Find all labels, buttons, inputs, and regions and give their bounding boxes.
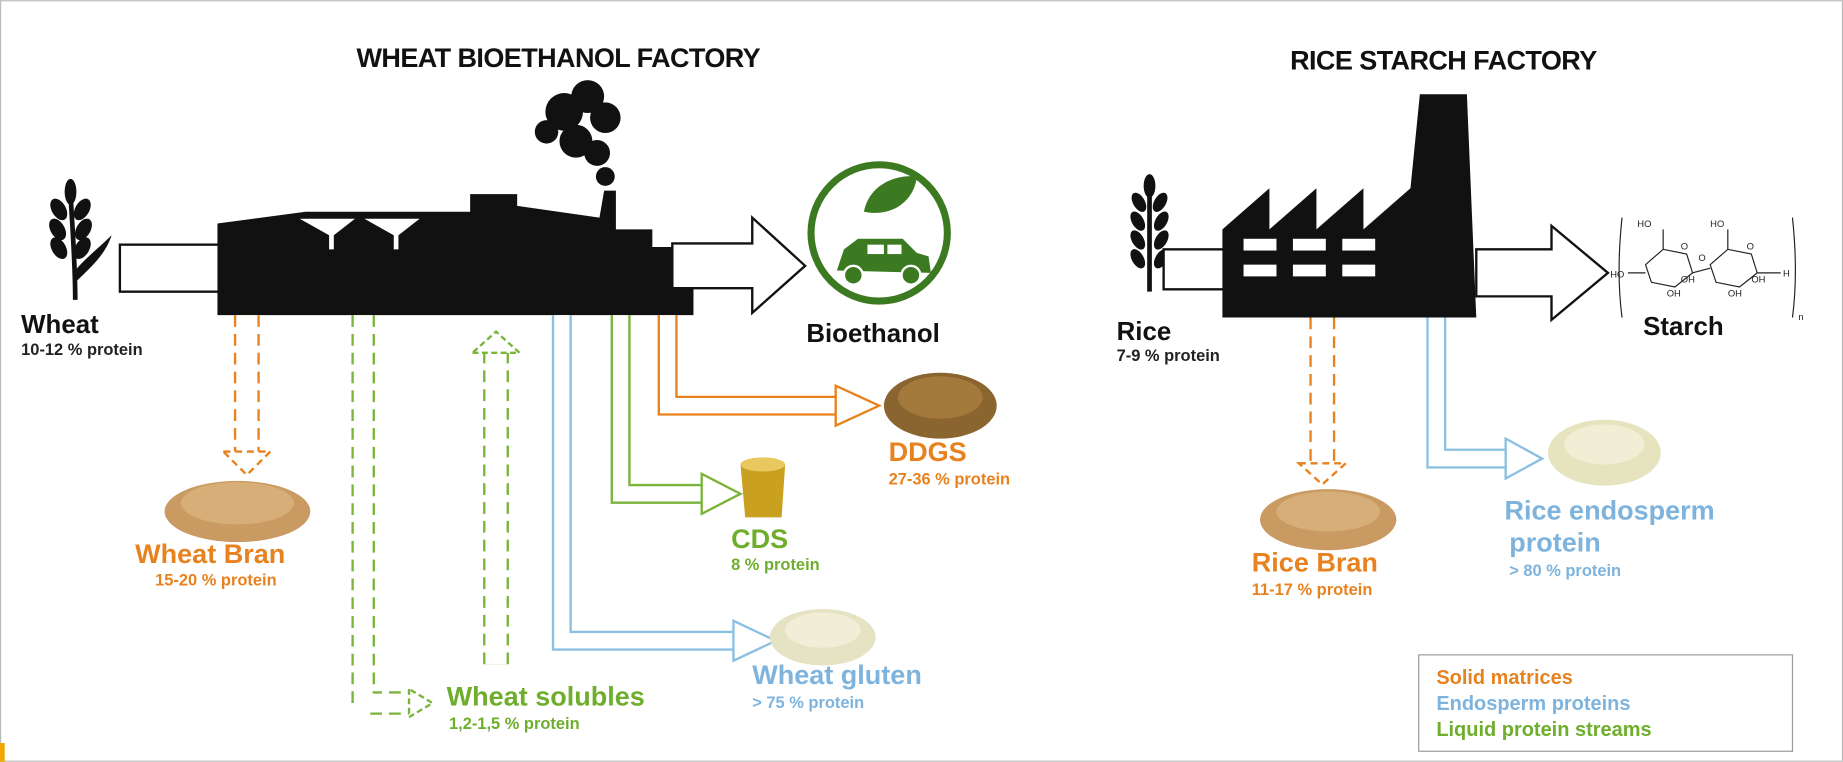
corner-mark — [0, 743, 5, 762]
chem-label: HO — [1710, 218, 1724, 229]
chem-label: H — [1783, 267, 1790, 278]
input-protein: 10-12 % protein — [21, 341, 143, 359]
chem-label: O — [1681, 240, 1688, 251]
chem-label: OH — [1681, 273, 1695, 284]
product-name: CDS — [731, 524, 788, 554]
product-protein: 8 % protein — [731, 556, 820, 574]
shape — [1342, 239, 1375, 251]
shape — [1293, 265, 1326, 277]
shape — [887, 245, 901, 254]
shape — [1276, 491, 1379, 531]
shape — [535, 120, 559, 144]
legend-entry: Liquid protein streams — [1436, 719, 1651, 741]
shape — [1342, 265, 1375, 277]
factory-title: RICE STARCH FACTORY — [1290, 46, 1597, 76]
chem-label: n — [1798, 311, 1803, 322]
chem-label: HO — [1637, 218, 1651, 229]
output-name: Starch — [1643, 313, 1723, 341]
shape — [1564, 424, 1644, 464]
chem-label: OH — [1728, 287, 1742, 298]
factory-title: WHEAT BIOETHANOL FACTORY — [356, 43, 760, 73]
shape — [584, 140, 610, 166]
shape — [1293, 239, 1326, 251]
legend-entry: Endosperm proteins — [1436, 693, 1630, 715]
chem-label: HO — [1610, 269, 1624, 280]
shape — [596, 167, 615, 186]
product-protein: 11-17 % protein — [1252, 581, 1373, 599]
product-protein: > 75 % protein — [752, 694, 864, 712]
input-protein: 7-9 % protein — [1117, 347, 1220, 365]
shape — [181, 482, 294, 524]
product-protein: 15-20 % protein — [155, 572, 276, 590]
product-name: Rice Bran — [1252, 547, 1378, 577]
chem-label: OH — [1751, 273, 1765, 284]
product-protein: > 80 % protein — [1509, 562, 1621, 580]
shape — [898, 376, 983, 418]
product-name: Wheat solubles — [447, 681, 645, 711]
flow-arrow — [120, 245, 226, 292]
shape — [785, 613, 860, 648]
shape — [1244, 265, 1277, 277]
shape — [1144, 174, 1156, 198]
shape — [1244, 239, 1277, 251]
output-name: Bioethanol — [806, 320, 940, 348]
product-protein: 27-36 % protein — [889, 470, 1011, 488]
shape — [844, 266, 863, 285]
shape — [902, 266, 921, 285]
flow-arrow — [1164, 249, 1229, 289]
bioethanol-icon — [811, 165, 947, 301]
input-name: Rice — [1117, 318, 1172, 346]
shape — [867, 245, 883, 254]
product-name: Wheat Bran — [135, 539, 285, 569]
shape — [65, 179, 77, 205]
product-name: DDGS — [889, 437, 967, 467]
diagram: WHEAT BIOETHANOL FACTORY RICE STARCH FAC… — [0, 0, 1843, 762]
chem-label: OH — [1667, 287, 1681, 298]
legend-entry: Solid matrices — [1436, 667, 1573, 689]
input-name: Wheat — [21, 311, 99, 339]
product-name: protein — [1509, 527, 1601, 557]
chem-label: O — [1698, 252, 1705, 263]
shape — [740, 464, 785, 517]
shape — [811, 165, 947, 301]
shape — [590, 102, 621, 133]
shape — [740, 457, 785, 471]
product-name: Rice endosperm — [1504, 496, 1714, 526]
product-name: Wheat gluten — [752, 660, 922, 690]
product-protein: 1,2-1,5 % protein — [449, 715, 580, 733]
chem-label: O — [1747, 240, 1754, 251]
